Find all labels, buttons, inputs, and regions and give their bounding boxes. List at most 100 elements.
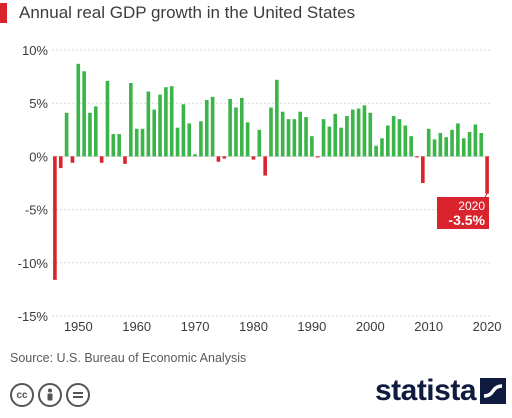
- x-tick-label: 1980: [239, 319, 268, 334]
- bar-1967: [175, 127, 180, 157]
- bar-1953: [93, 106, 98, 157]
- chart-title: Annual real GDP growth in the United Sta…: [19, 3, 356, 22]
- bar-1995: [339, 127, 343, 157]
- bar-1950: [76, 63, 81, 157]
- bar-1960: [134, 128, 139, 157]
- bar-1977: [234, 107, 238, 157]
- y-tick-label: 0%: [29, 149, 48, 164]
- bar-1957: [117, 134, 121, 157]
- bar-1993: [327, 126, 332, 157]
- bar-1958: [123, 156, 127, 164]
- bar-1990: [310, 136, 314, 157]
- bar-1991: [315, 156, 320, 158]
- bar-1982: [263, 156, 267, 176]
- y-tick-label: -15%: [18, 309, 49, 324]
- bar-1961: [140, 128, 145, 157]
- y-tick-label: -10%: [18, 256, 49, 271]
- license-icons[interactable]: cc: [10, 383, 90, 407]
- bar-2016: [461, 138, 466, 157]
- annotation-pointer: [484, 193, 488, 198]
- bar-2000: [368, 112, 373, 157]
- bar-2005: [397, 119, 402, 157]
- x-tick-label: 1950: [64, 319, 93, 334]
- bar-1955: [105, 80, 110, 157]
- bar-1984: [275, 79, 279, 157]
- bar-2010: [426, 128, 431, 157]
- x-axis-tick-labels: 1950 1960 1970 1980 1990 2000 2010 2020: [64, 319, 502, 334]
- x-tick-label: 2020: [473, 319, 502, 334]
- bar-1979: [245, 122, 250, 157]
- cc-icon[interactable]: cc: [10, 383, 34, 407]
- bar-1976: [228, 98, 232, 157]
- bar-2011: [432, 139, 437, 157]
- bar-1987: [292, 119, 297, 157]
- bar-2013: [444, 137, 449, 157]
- bar-1975: [222, 156, 227, 159]
- bar-1965: [164, 87, 168, 157]
- bar-1981: [257, 129, 262, 157]
- bar-1969: [187, 123, 192, 157]
- x-tick-label: 2010: [414, 319, 443, 334]
- bar-2004: [391, 115, 396, 157]
- bar-2017: [467, 131, 472, 157]
- bar-1963: [152, 109, 157, 157]
- bar-2001: [374, 145, 378, 157]
- annotation-value: -3.5%: [448, 212, 485, 228]
- annotation-box: [437, 197, 489, 229]
- y-axis-tick-labels: 10% 5% 0% -5% -10% -15%: [18, 43, 49, 324]
- bar-1959: [129, 82, 133, 157]
- bar-2020: [485, 156, 489, 194]
- attribution-icon[interactable]: [38, 383, 62, 407]
- bar-1974: [216, 156, 221, 162]
- bar-2008: [415, 156, 419, 158]
- x-tick-label: 1960: [122, 319, 151, 334]
- bar-1968: [181, 104, 186, 157]
- bar-2007: [409, 136, 413, 157]
- bar-1980: [251, 156, 256, 160]
- bar-1947: [58, 156, 63, 169]
- brand-wordmark: statista: [374, 374, 477, 407]
- bar-1970: [193, 154, 197, 157]
- bar-1964: [158, 94, 162, 157]
- bar-1998: [356, 108, 361, 157]
- bar-2003: [385, 125, 390, 157]
- statista-brand[interactable]: statista: [375, 376, 506, 406]
- bar-1948: [64, 112, 69, 157]
- bar-series: [53, 63, 489, 280]
- bar-1951: [82, 71, 86, 157]
- annotation-year: 2020: [458, 199, 485, 213]
- x-tick-label: 1990: [297, 319, 326, 334]
- bar-2014: [450, 129, 454, 157]
- x-tick-label: 1970: [181, 319, 210, 334]
- bar-1949: [70, 156, 75, 163]
- bar-1986: [286, 119, 291, 157]
- bar-1999: [362, 105, 367, 157]
- bar-2018: [473, 124, 478, 157]
- bar-2012: [438, 132, 443, 157]
- bar-1971: [199, 121, 203, 157]
- bar-1994: [333, 113, 338, 157]
- bar-1985: [280, 111, 285, 157]
- title-accent-bar: [0, 3, 7, 23]
- y-tick-label: 10%: [22, 43, 48, 58]
- bar-1983: [269, 107, 273, 157]
- no-derivatives-icon[interactable]: [66, 383, 90, 407]
- source-note: Source: U.S. Bureau of Economic Analysis: [10, 351, 247, 365]
- annotation-2020: 2020-3.5%: [437, 193, 489, 229]
- gdp-growth-chart: 10% 5% 0% -5% -10% -15% 1950 1960 1970 1980 1990 2…: [18, 43, 502, 334]
- bar-1972: [204, 100, 209, 157]
- bar-1997: [350, 109, 355, 157]
- y-tick-label: -5%: [25, 203, 49, 218]
- bar-1988: [298, 111, 303, 157]
- bar-1989: [304, 117, 308, 157]
- chart-title-block: Annual real GDP growth in the United Sta…: [0, 0, 355, 26]
- statista-logo-icon: [480, 378, 506, 404]
- bar-1992: [321, 119, 326, 157]
- bar-2019: [479, 132, 484, 157]
- bar-2015: [456, 123, 460, 157]
- bar-1954: [99, 156, 104, 163]
- bar-1946: [53, 156, 57, 280]
- bar-2009: [421, 156, 425, 183]
- bar-1996: [345, 115, 349, 157]
- bar-2002: [380, 138, 384, 157]
